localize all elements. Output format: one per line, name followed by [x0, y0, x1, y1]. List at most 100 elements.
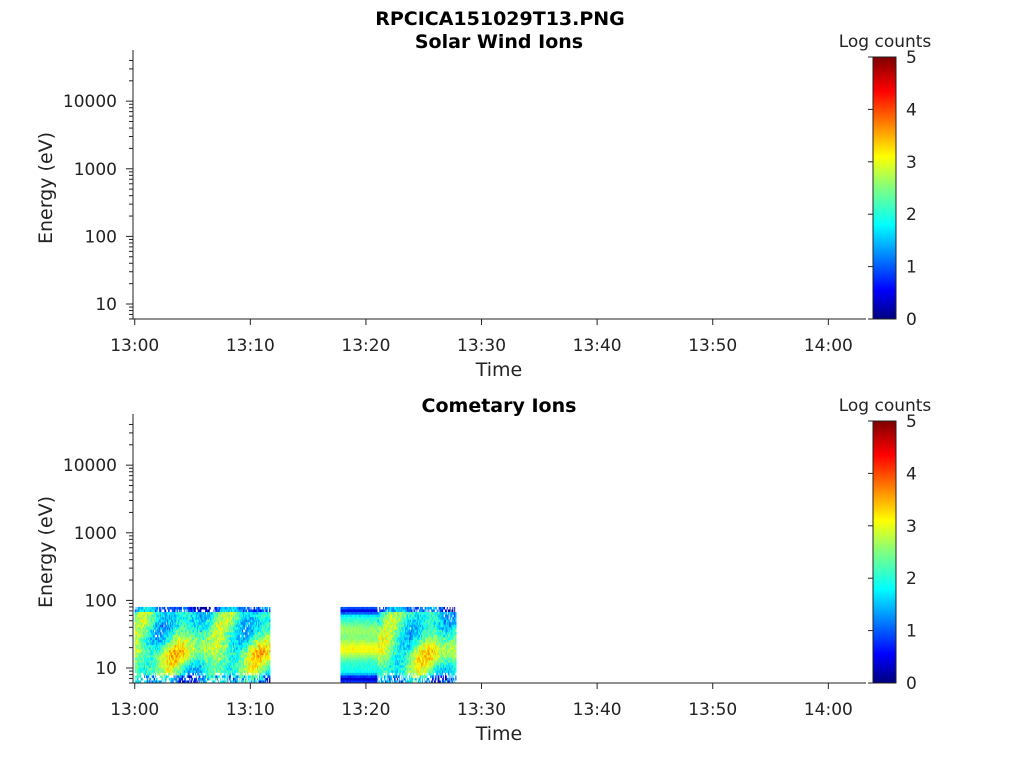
heatmap-cell [165, 652, 167, 656]
heatmap-cell [196, 632, 199, 636]
heatmap-cell [184, 662, 187, 666]
heatmap-cell [169, 614, 172, 618]
heatmap-cell [350, 657, 352, 661]
heatmap-cell [206, 609, 209, 613]
heatmap-cell [144, 650, 146, 653]
heatmap-cell [151, 609, 153, 613]
heatmap-cell [231, 622, 233, 626]
heatmap-cell [232, 670, 235, 674]
heatmap-cell [260, 644, 263, 648]
heatmap-cell [202, 612, 204, 615]
heatmap-cell [147, 634, 150, 638]
heatmap-cell [182, 622, 185, 626]
heatmap-cell [201, 667, 203, 671]
heatmap-cell [169, 680, 171, 684]
heatmap-cell [176, 627, 178, 631]
heatmap-cell [180, 612, 182, 615]
heatmap-cell [341, 619, 343, 623]
heatmap-cell [140, 606, 142, 610]
heatmap-cell [241, 672, 243, 676]
heatmap-cell [345, 612, 347, 615]
heatmap-cell [230, 609, 232, 613]
heatmap-cell [200, 606, 202, 610]
heatmap-cell [216, 675, 218, 679]
heatmap-cell [171, 614, 174, 618]
heatmap-cell [260, 627, 263, 631]
heatmap-cell [166, 629, 168, 633]
heatmap-cell [251, 637, 253, 641]
heatmap-cell [257, 660, 260, 664]
heatmap-cell [202, 634, 204, 638]
heatmap-cell [232, 609, 235, 613]
heatmap-cell [153, 609, 155, 613]
heatmap-cell [176, 614, 178, 618]
heatmap-cell [263, 634, 265, 638]
heatmap-cell [265, 642, 267, 646]
heatmap-cell [207, 660, 210, 664]
heatmap-cell [209, 624, 212, 628]
heatmap-cell [223, 614, 225, 618]
heatmap-cell [139, 644, 141, 648]
heatmap-cell [147, 665, 150, 669]
heatmap-cell [217, 652, 219, 656]
heatmap-cell [165, 680, 167, 684]
heatmap-cell [187, 644, 189, 648]
heatmap-cell [247, 657, 250, 661]
heatmap-cell [181, 647, 183, 651]
heatmap-cell [162, 619, 164, 623]
heatmap-cell [220, 617, 223, 621]
heatmap-cell [162, 665, 164, 669]
heatmap-cell [267, 619, 269, 623]
heatmap-cell [249, 672, 251, 676]
heatmap-cell [216, 627, 218, 631]
heatmap-cell [226, 637, 228, 641]
heatmap-cell [248, 660, 251, 664]
heatmap-cell [267, 657, 269, 661]
heatmap-cell [257, 652, 259, 656]
heatmap-cell [242, 624, 244, 628]
heatmap-cell [350, 609, 352, 613]
heatmap-cell [356, 655, 358, 659]
heatmap-cell [175, 657, 177, 661]
heatmap-cell [218, 639, 220, 643]
heatmap-cell [255, 672, 257, 676]
heatmap-cell [160, 634, 162, 638]
heatmap-cell [224, 637, 226, 641]
heatmap-cell [346, 667, 348, 671]
heatmap-cell [221, 662, 224, 666]
heatmap-cell [236, 632, 238, 636]
heatmap-cell [249, 614, 251, 618]
heatmap-cell [162, 612, 164, 615]
heatmap-cell [172, 644, 175, 648]
heatmap-cell [342, 647, 344, 651]
heatmap-cell [225, 637, 227, 641]
heatmap-cell [169, 665, 172, 669]
heatmap-cell [181, 644, 184, 648]
heatmap-cell [351, 619, 353, 623]
heatmap-cell [144, 617, 146, 621]
heatmap-cell [136, 675, 138, 679]
heatmap-cell [134, 650, 137, 653]
heatmap-cell [345, 652, 347, 656]
heatmap-cell [350, 624, 352, 628]
heatmap-cell [161, 662, 163, 666]
heatmap-cell [354, 606, 356, 610]
heatmap-cell [266, 622, 268, 626]
heatmap-cell [165, 662, 167, 666]
heatmap-cell [167, 612, 169, 615]
heatmap-cell [159, 612, 162, 615]
heatmap-cell [143, 672, 145, 676]
heatmap-cell [152, 650, 154, 653]
heatmap-cell [150, 634, 152, 638]
heatmap-cell [206, 634, 208, 638]
heatmap-cell [139, 647, 141, 651]
heatmap-cell [261, 650, 263, 653]
heatmap-cell [174, 680, 176, 684]
heatmap-cell [163, 665, 165, 669]
heatmap-cell [206, 670, 209, 674]
heatmap-cell [348, 667, 351, 671]
heatmap-cell [157, 670, 160, 674]
heatmap-cell [172, 660, 175, 664]
heatmap-cell [239, 672, 241, 676]
heatmap-cell [139, 662, 141, 666]
